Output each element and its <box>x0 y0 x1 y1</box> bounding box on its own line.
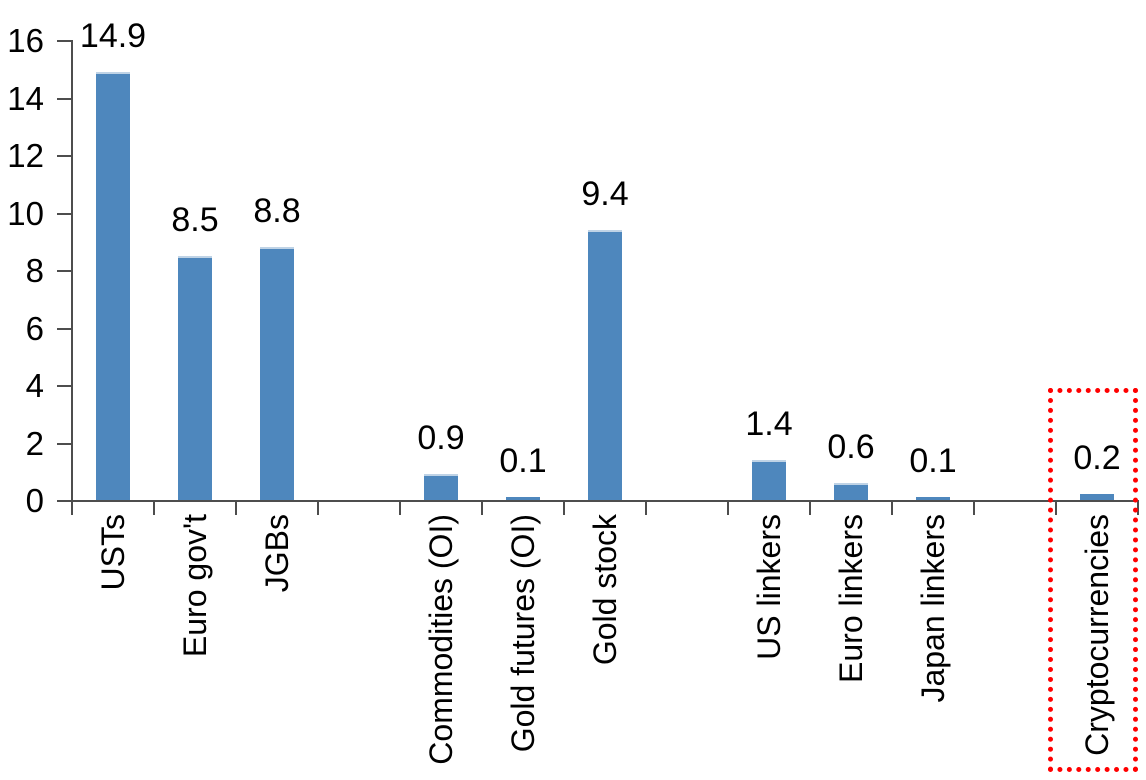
y-tick <box>57 327 72 330</box>
x-tick <box>563 500 565 515</box>
x-tick <box>481 500 483 515</box>
bar <box>834 483 868 500</box>
y-tick-label: 16 <box>7 22 44 59</box>
y-tick <box>57 385 72 387</box>
x-category-label-text: JGBs <box>259 514 295 593</box>
y-tick <box>57 270 72 272</box>
y-tick-label: 8 <box>25 252 44 289</box>
y-tick-label: 6 <box>25 309 44 347</box>
y-tick <box>57 442 72 445</box>
x-category-label-text: USTs <box>95 514 131 591</box>
x-category-label: USTs <box>95 514 131 590</box>
x-tick <box>235 500 237 515</box>
x-tick <box>645 500 647 515</box>
x-category-label: Commodities (OI) <box>423 514 459 765</box>
bar-value-label: 0.9 <box>417 419 465 457</box>
x-category-label: Japan linkers <box>915 514 951 703</box>
bar-value-label: 0.2 <box>1073 439 1121 477</box>
bar-value-label: 0.6 <box>827 428 875 466</box>
x-category-label-text: Japan linkers <box>915 514 951 703</box>
bar <box>916 497 950 500</box>
bar <box>752 460 786 500</box>
x-tick <box>1055 500 1057 515</box>
x-category-label: Euro linkers <box>833 514 869 683</box>
x-tick <box>153 500 155 515</box>
x-category-label-text: Gold futures (OI) <box>505 514 541 753</box>
bar <box>1080 494 1114 500</box>
bar <box>506 497 540 500</box>
bar-value-label: 14.9 <box>79 17 147 55</box>
y-tick-label: 12 <box>7 137 44 174</box>
x-category-label: Gold futures (OI) <box>505 514 541 752</box>
bar <box>424 474 458 500</box>
x-tick <box>891 500 893 515</box>
y-tick <box>57 97 72 100</box>
y-tick <box>57 212 72 215</box>
y-tick-label: 14 <box>7 79 44 117</box>
x-category-label-text: US linkers <box>751 514 787 660</box>
bar-value-label: 0.1 <box>499 442 547 480</box>
x-tick <box>71 500 73 515</box>
x-tick <box>727 500 729 515</box>
bar <box>96 72 130 500</box>
y-axis-line <box>71 40 73 502</box>
x-category-label-text: Euro gov't <box>177 514 213 658</box>
x-category-label: JGBs <box>259 514 295 592</box>
bar-value-label: 9.4 <box>581 175 629 213</box>
x-category-label: US linkers <box>751 514 787 660</box>
bar-value-label: 1.4 <box>745 405 793 443</box>
x-axis-line <box>71 500 1139 502</box>
y-tick-label: 4 <box>25 367 44 404</box>
bar-value-label: 0.1 <box>909 442 957 480</box>
bar-value-label: 8.5 <box>171 201 219 239</box>
x-category-label-text: Commodities (OI) <box>423 514 459 765</box>
bar <box>178 256 212 500</box>
y-tick <box>57 155 72 157</box>
y-tick-label: 0 <box>25 482 44 519</box>
highlight-box <box>1048 388 1138 772</box>
x-category-label: Euro gov't <box>177 514 213 657</box>
bar-value-label: 8.8 <box>253 192 301 230</box>
bar <box>588 230 622 500</box>
x-category-label-text: Gold stock <box>587 514 623 666</box>
x-tick <box>1137 500 1139 515</box>
x-tick <box>317 500 319 515</box>
x-category-label: Gold stock <box>587 514 623 665</box>
bar <box>260 247 294 500</box>
x-tick <box>809 500 811 515</box>
x-category-label-text: Euro linkers <box>833 514 869 683</box>
y-tick <box>57 40 72 42</box>
y-tick-label: 2 <box>25 424 44 462</box>
y-tick-label: 10 <box>7 194 44 232</box>
x-tick <box>399 500 401 515</box>
y-tick <box>57 500 72 502</box>
x-tick <box>973 500 975 515</box>
